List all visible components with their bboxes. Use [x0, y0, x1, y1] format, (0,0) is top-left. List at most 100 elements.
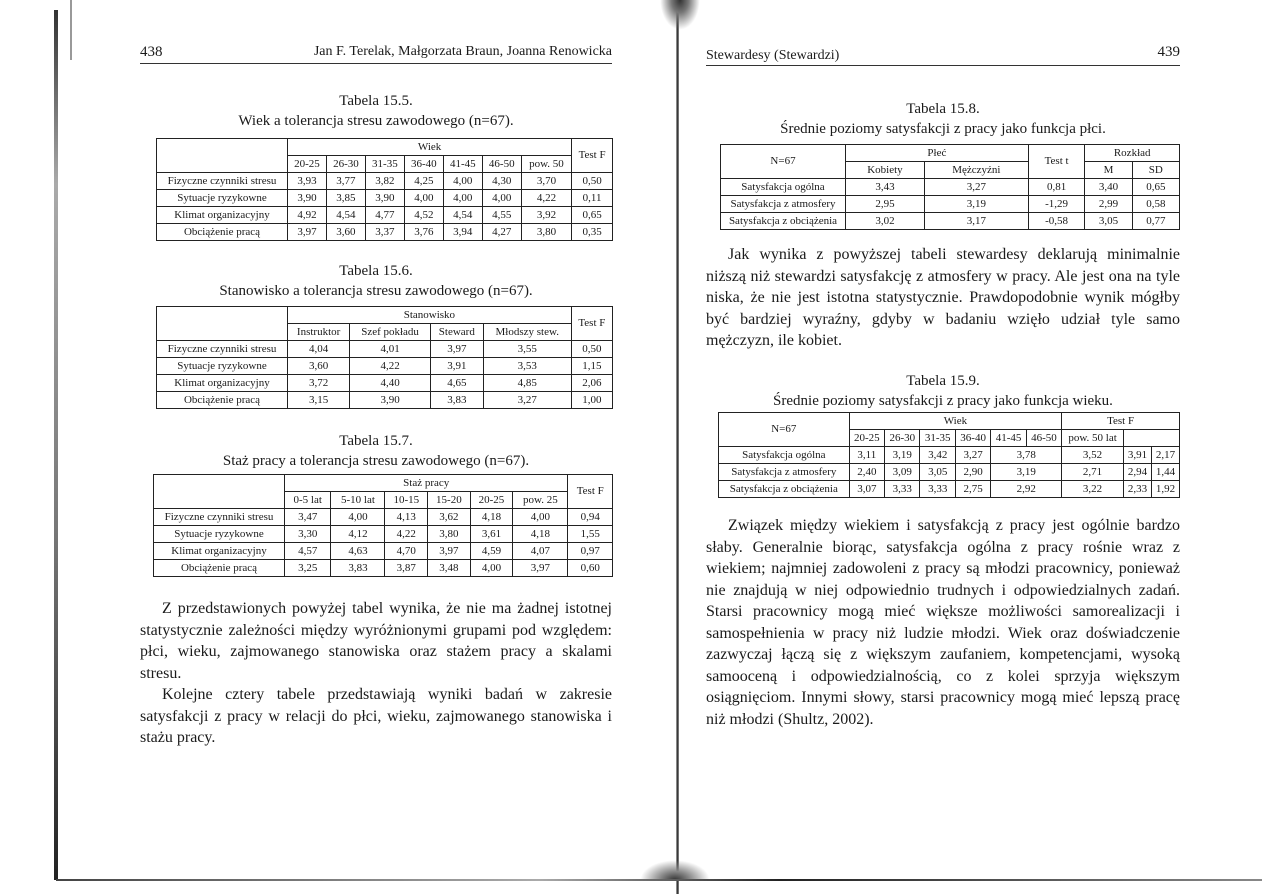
value-cell: 4,27: [481, 223, 522, 241]
value-cell: 4,65: [429, 374, 484, 392]
row-label: Sytuacje ryzykowne: [156, 189, 288, 207]
column-header: 20-25: [469, 491, 514, 509]
table-row: Sytuacje ryzykowne 3,30 4,12 4,22 3,80 3,61 4,…: [153, 525, 613, 543]
row-label: Satysfakcja z atmosfery: [718, 463, 850, 481]
table-15-8: N=67 Płeć Test t Rozkład Kobiety Mężczyź…: [720, 144, 1181, 230]
paragraph: Związek między wiekiem i satysfakcją z p…: [706, 517, 1180, 728]
value-cell: 3,82: [364, 172, 405, 190]
table-row: Satysfakcja z obciążenia 3,02 3,17 -0,58 3,0…: [720, 212, 1181, 230]
value-cell: 3,33: [919, 480, 956, 498]
value-cell: 4,22: [349, 357, 431, 375]
value-cell: 4,57: [283, 542, 332, 560]
paragraph: Jak wynika z powyższej tabeli stewardesy…: [706, 246, 1180, 349]
test-value-cell: 2,06: [570, 374, 614, 392]
value-cell: 3,07: [848, 480, 886, 498]
row-label: Obciążenie pracą: [153, 559, 285, 577]
test-value-cell: 1,55: [567, 525, 613, 543]
corner-cell: N=67: [720, 144, 846, 179]
value-cell: 3,61: [469, 525, 514, 543]
column-header: M: [1084, 161, 1133, 179]
value-cell: 1,92: [1150, 480, 1181, 498]
value-cell: 3,27: [482, 391, 572, 409]
page-number-right: 439: [1157, 44, 1181, 60]
value-cell: 3,15: [286, 391, 351, 409]
value-cell: 4,30: [481, 172, 522, 190]
row-label: Fizyczne czynniki stresu: [156, 340, 288, 358]
table-15-8-caption: Tabela 15.8. Średnie poziomy satysfakcji…: [706, 99, 1180, 139]
table-row: Sytuacje ryzykowne 3,90 3,85 3,90 4,00 4,00 4,…: [156, 189, 613, 207]
value-cell: 3,90: [349, 391, 431, 409]
table-15-5: Wiek Test F 20-25 26-30 31-35 36-40 41-45 46-50…: [156, 138, 613, 241]
column-header: Mężczyźni: [923, 161, 1029, 179]
table-row: Obciążenie pracą 3,15 3,90 3,83 3,27 1,00: [156, 391, 614, 409]
header-rule-right: [706, 65, 1180, 66]
value-cell: 3,72: [286, 374, 351, 392]
table-15-6-caption: Tabela 15.6. Stanowisko a tolerancja str…: [140, 261, 612, 301]
table-row: Fizyczne czynniki stresu 3,93 3,77 3,82 4,25…: [156, 172, 613, 190]
value-cell: 3,83: [330, 559, 386, 577]
row-label: Satysfakcja z atmosfery: [720, 195, 846, 213]
value-cell: 3,42: [919, 446, 956, 464]
table-row: Fizyczne czynniki stresu 4,04 4,01 3,97 3,55…: [156, 340, 614, 358]
value-cell: 4,13: [384, 508, 429, 526]
group-header: Wiek: [848, 412, 1063, 430]
table-label: Tabela 15.5.: [339, 93, 413, 109]
book-gutter: [676, 0, 679, 894]
value-cell: 3,80: [427, 525, 471, 543]
table-label: Tabela 15.9.: [906, 373, 980, 389]
table-15-6: Stanowisko Test F Instruktor Szef pokładu St…: [156, 306, 614, 409]
group-header: Staż pracy: [283, 474, 569, 492]
value-cell: 3,19: [990, 463, 1063, 481]
value-cell: 4,85: [482, 374, 572, 392]
test-value-cell: 0,50: [571, 172, 613, 190]
table-15-7: Staż pracy Test F 0-5 lat 5-10 lat 10-15 15-2…: [153, 474, 613, 577]
value-cell: 3,53: [482, 357, 572, 375]
value-cell: 3,60: [325, 223, 366, 241]
value-cell: -1,29: [1027, 195, 1086, 213]
column-header: SD: [1131, 161, 1181, 179]
left-body-text: Z przedstawionych powyżej tabel wynika, …: [140, 598, 612, 749]
row-label: Sytuacje ryzykowne: [156, 357, 288, 375]
table-row: Satysfakcja ogólna 3,11 3,19 3,42 3,27 3,78 3,…: [718, 446, 1181, 464]
value-cell: 3,05: [1084, 212, 1133, 230]
test-value-cell: 0,97: [567, 542, 613, 560]
row-label: Obciążenie pracą: [156, 223, 288, 241]
value-cell: 3,17: [923, 212, 1029, 230]
value-cell: 4,18: [469, 508, 514, 526]
table-row: Sytuacje ryzykowne 3,60 4,22 3,91 3,53 1,15: [156, 357, 614, 375]
value-cell: 4,01: [349, 340, 431, 358]
column-header: 46-50: [1025, 429, 1063, 447]
paragraph: Kolejne cztery tabele przedstawiają wyni…: [140, 686, 612, 746]
header-row: Staż pracy Test F: [153, 474, 613, 509]
value-cell: 3,25: [283, 559, 332, 577]
table-15-9-caption: Tabela 15.9. Średnie poziomy satysfakcji…: [706, 371, 1180, 411]
column-header: 41-45: [990, 429, 1027, 447]
test-value-cell: 1,00: [570, 391, 614, 409]
test-value-cell: 0,60: [567, 559, 613, 577]
value-cell: 3,09: [884, 463, 921, 481]
column-header: 15-20: [427, 491, 471, 509]
table-title: Staż pracy a tolerancja stresu zawodoweg…: [222, 453, 530, 469]
value-cell: 3,55: [482, 340, 572, 358]
running-head-right: Stewardesy (Stewardzi): [706, 48, 840, 63]
column-header: 31-35: [364, 155, 405, 173]
value-cell: 0,58: [1131, 195, 1181, 213]
column-header: 5-10 lat: [330, 491, 386, 509]
value-cell: 3,43: [845, 178, 925, 196]
value-cell: 3,97: [287, 223, 327, 241]
test-value-cell: 0,35: [571, 223, 613, 241]
paragraph: Z przedstawionych powyżej tabel wynika, …: [140, 600, 612, 682]
header-rule-left: [140, 63, 612, 64]
value-cell: 3,62: [427, 508, 471, 526]
value-cell: 3,87: [384, 559, 429, 577]
value-cell: 4,00: [403, 189, 444, 207]
corner-cell: N=67: [718, 412, 850, 447]
value-cell: 3,93: [287, 172, 327, 190]
column-header: 26-30: [325, 155, 366, 173]
running-head-left: Jan F. Terelak, Małgorzata Braun, Joanna…: [313, 44, 612, 59]
header-row: Instruktor Szef pokładu Steward Młodszy ste…: [157, 323, 613, 341]
column-header: 36-40: [403, 155, 444, 173]
header-row: 0-5 lat 5-10 lat 10-15 15-20 20-25 pow. 25: [154, 491, 613, 509]
value-cell: 4,22: [520, 189, 573, 207]
value-cell: 3,19: [923, 195, 1029, 213]
